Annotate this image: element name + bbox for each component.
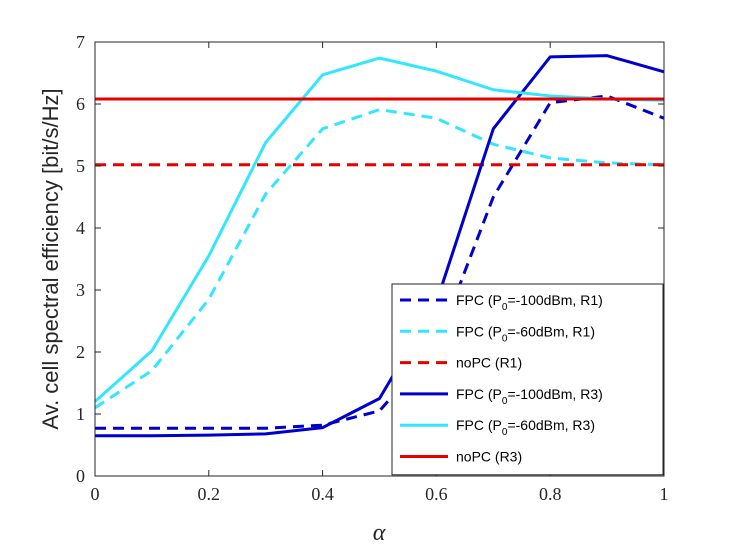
y-tick-label: 7	[76, 32, 85, 52]
x-tick-label: 0.8	[539, 484, 562, 504]
y-tick-label: 2	[76, 342, 85, 362]
series-line-4	[95, 54, 665, 438]
x-tick-label: 0	[91, 484, 100, 504]
y-tick-label: 6	[76, 94, 85, 114]
plot-frame	[94, 41, 665, 477]
legend-label-3: noPC (R1)	[456, 355, 522, 371]
y-tick-label: 3	[76, 280, 85, 300]
y-tick-label: 4	[76, 218, 85, 238]
y-axis-label: Av. cell spectral efficiency [bit/s/Hz]	[38, 88, 63, 429]
legend-box	[391, 283, 664, 476]
y-tick-label: 1	[76, 404, 85, 424]
legend-label-4: FPC (P0=-100dBm, R3)	[456, 386, 603, 407]
legend: FPC (P0=-100dBm, R1) FPC (P0=-60dBm, R1) n…	[391, 283, 664, 476]
legend-label-6: noPC (R3)	[456, 449, 522, 465]
series-line-5	[94, 56, 665, 403]
legend-label-2: FPC (P0=-60dBm, R1)	[456, 323, 595, 344]
x-axis-label: α	[373, 520, 386, 546]
x-tick-label: 1	[660, 484, 669, 504]
series-line-2	[94, 108, 665, 410]
x-tick-label: 0.4	[311, 484, 334, 504]
series-layer	[94, 54, 665, 438]
series-line-1	[95, 94, 665, 430]
x-tick-label: 0.6	[425, 484, 448, 504]
y-tick-label: 5	[76, 156, 85, 176]
x-tick-label: 0.2	[198, 484, 221, 504]
legend-label-1: FPC (P0=-100dBm, R1)	[456, 292, 603, 313]
legend-label-5: FPC (P0=-60dBm, R3)	[456, 417, 595, 438]
tick-layer: 0 0.2 0.4 0.6 0.8 1 0 1 2 3 4 5 6 7	[76, 32, 669, 504]
y-tick-label: 0	[76, 466, 85, 486]
